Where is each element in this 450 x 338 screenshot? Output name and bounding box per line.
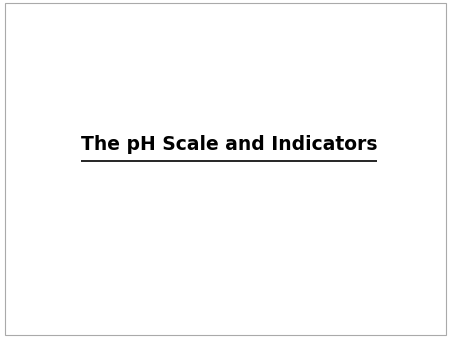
Text: The pH Scale and Indicators: The pH Scale and Indicators xyxy=(81,135,377,154)
